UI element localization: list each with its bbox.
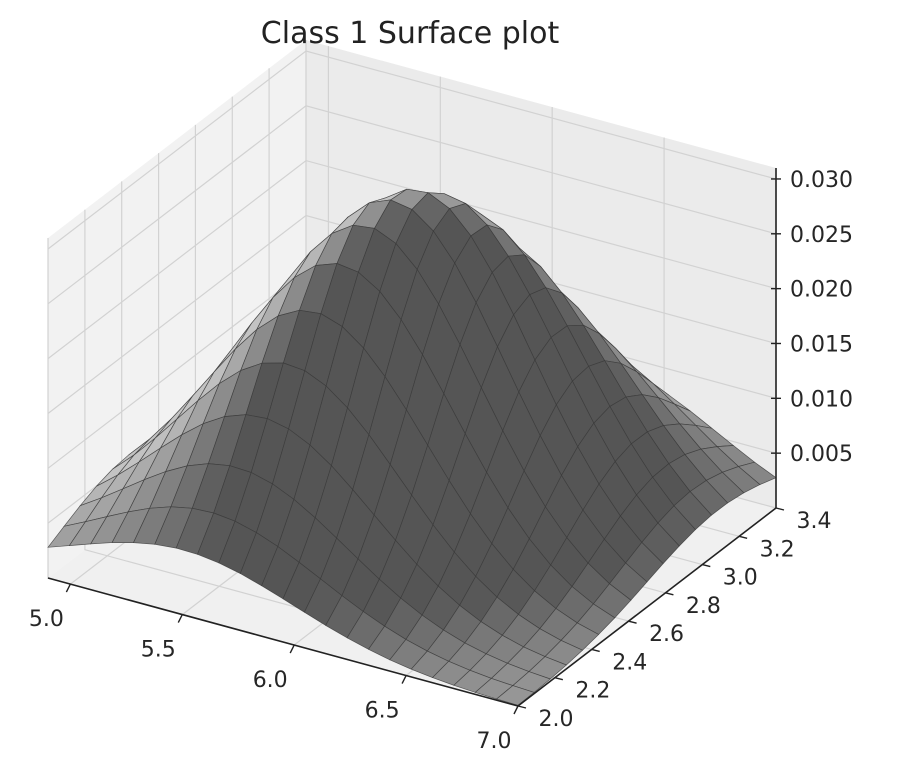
x-tick-label: 7.0: [477, 729, 512, 754]
y-tick-label: 2.0: [539, 707, 574, 732]
x-tick: [513, 705, 519, 715]
x-tick-label: 6.5: [365, 699, 400, 724]
x-tick-label: 6.0: [253, 668, 288, 693]
axis-ticks: 5.0 5.5 6.0 6.5 7.0 2.02.22.42.62.83.03.23.4 0…: [29, 168, 853, 754]
surface-facet: [495, 685, 535, 706]
x-tick: [177, 614, 183, 623]
y-tick: [517, 705, 527, 709]
gridline-z: [47, 50, 777, 250]
y-tick-label: 2.4: [612, 650, 647, 675]
y-tick: [665, 592, 674, 596]
chart-title: Class 1 Surface plot: [260, 16, 560, 51]
x-tick-label: 5.5: [141, 638, 176, 663]
x-tick-label: 5.0: [29, 607, 64, 632]
y-tick-label: 2.6: [649, 622, 684, 647]
z-tick-label: 0.030: [790, 168, 853, 193]
axis-lines: [47, 168, 777, 707]
z-tick-label: 0.020: [790, 278, 853, 303]
surface-mesh: [47, 188, 777, 706]
y-tick: [628, 620, 637, 624]
y-axis-line: [517, 507, 777, 707]
gridline-z: [47, 105, 777, 305]
x-tick: [401, 675, 407, 684]
y-tick: [738, 535, 748, 539]
left-pane: [48, 40, 306, 578]
x-axis-line: [47, 577, 519, 707]
y-tick-label: 2.8: [686, 594, 721, 619]
x-tick: [289, 644, 295, 654]
y-tick-label: 3.4: [797, 509, 832, 534]
z-tick-label: 0.010: [790, 387, 853, 412]
y-tick-label: 3.2: [760, 537, 795, 562]
gridline-z: [47, 214, 777, 414]
y-tick: [702, 563, 711, 568]
y-tick: [591, 648, 600, 653]
x-tick: [65, 583, 72, 593]
y-tick: [554, 677, 564, 681]
z-tick-label: 0.015: [790, 332, 853, 357]
z-tick-label: 0.025: [790, 223, 853, 248]
z-tick-label: 0.005: [790, 442, 853, 467]
y-tick: [775, 507, 785, 511]
y-tick-label: 3.0: [723, 566, 758, 591]
gridline-z: [47, 159, 777, 360]
y-tick-label: 2.2: [575, 679, 610, 704]
